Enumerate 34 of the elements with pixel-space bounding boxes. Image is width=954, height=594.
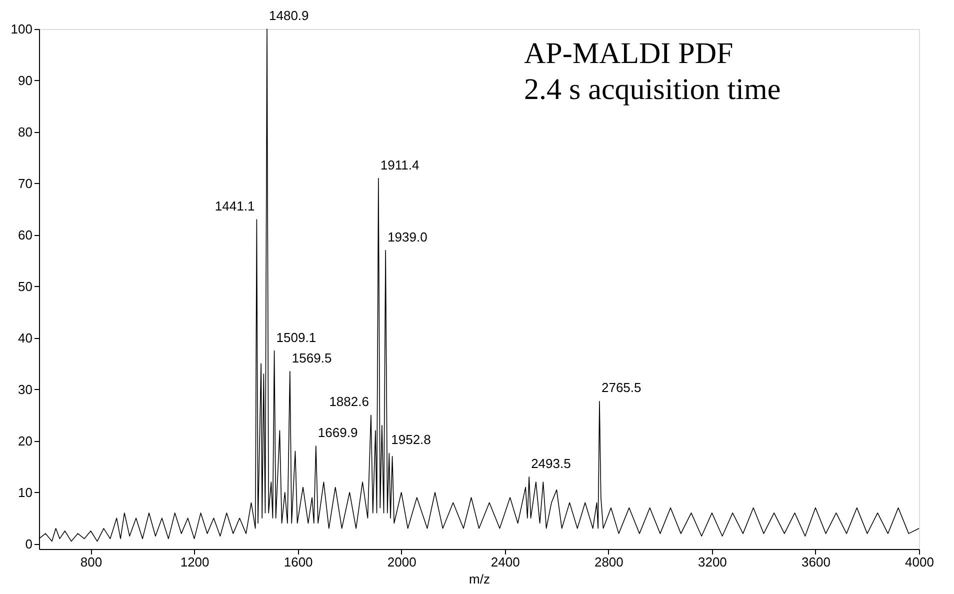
y-tick-label: 10 <box>18 484 32 500</box>
annotation: AP-MALDI PDF <box>524 37 734 70</box>
y-tick-label: 90 <box>18 72 32 88</box>
y-tick-label: 50 <box>18 278 32 294</box>
annotation: 1441.1 <box>214 198 255 214</box>
y-tick-label: 30 <box>18 382 32 397</box>
x-tick-label: 4000 <box>905 554 934 570</box>
x-tick-label: 1200 <box>180 554 210 570</box>
x-tick-label: 1600 <box>284 554 313 570</box>
annotation: 2.4 s acquisition time <box>524 73 781 106</box>
annotation: 1480.9 <box>269 8 309 23</box>
x-tick-label: 2800 <box>594 554 624 570</box>
x-tick-label: 2000 <box>387 554 416 570</box>
annotation: 1569.5 <box>292 350 332 366</box>
x-tick-label: 3600 <box>802 554 830 570</box>
y-tick-label: 20 <box>18 433 32 448</box>
annotation: 2493.5 <box>531 456 571 471</box>
annotation: 1939.0 <box>388 229 428 244</box>
y-tick-label: 40 <box>18 330 32 346</box>
x-axis-title: m/z <box>469 572 490 586</box>
annotation: 1911.4 <box>380 157 420 172</box>
x-tick-label: 800 <box>80 554 102 570</box>
y-tick-label: 60 <box>18 227 32 242</box>
y-tick-label: 0 <box>25 536 32 552</box>
y-tick-label: 80 <box>18 124 32 140</box>
y-tick-label: 100 <box>10 22 32 36</box>
annotation: 1669.9 <box>318 425 358 440</box>
annotation: 1882.6 <box>329 394 369 410</box>
annotation: 1952.8 <box>391 432 431 448</box>
annotation: 1509.1 <box>276 330 316 345</box>
x-tick-label: 3200 <box>698 554 727 570</box>
annotation: 2765.5 <box>601 380 642 396</box>
y-tick-label: 70 <box>18 176 32 191</box>
x-tick-label: 2400 <box>490 554 520 570</box>
